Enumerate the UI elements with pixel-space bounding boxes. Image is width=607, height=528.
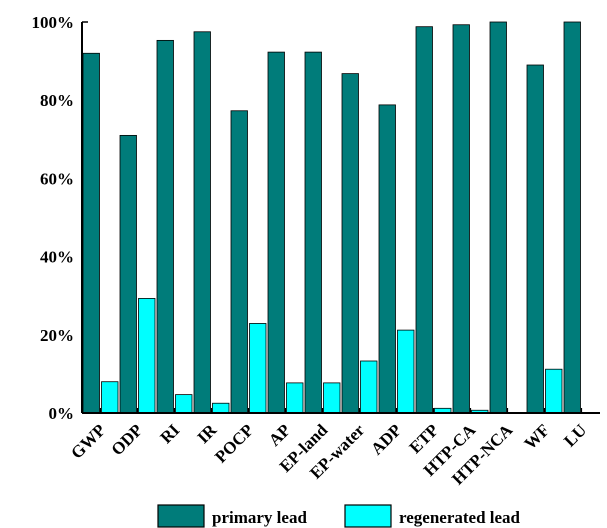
x-tick-label: POCP: [211, 420, 257, 466]
bar-regenerated-lead: [175, 394, 193, 414]
bar-primary-lead: [156, 39, 174, 414]
y-tick-label: 20%: [40, 326, 74, 345]
bar-primary-lead: [267, 51, 285, 414]
legend-label-primary-lead: primary lead: [212, 508, 307, 527]
plot-area: [82, 21, 581, 414]
y-tick-label: 0%: [49, 404, 75, 423]
bar-primary-lead: [82, 52, 100, 414]
bar-primary-lead: [526, 64, 544, 414]
bar-regenerated-lead: [545, 368, 563, 414]
x-tick-label: LU: [560, 420, 590, 450]
bar-primary-lead: [230, 110, 248, 414]
bar-primary-lead: [378, 104, 396, 414]
bar-primary-lead: [341, 73, 359, 414]
legend-swatch-regenerated-lead: [344, 504, 392, 528]
y-tick-label: 80%: [40, 91, 74, 110]
bar-regenerated-lead: [360, 360, 378, 414]
bar-regenerated-lead: [397, 329, 415, 414]
y-axis: 0% 20% 40% 60% 80% 100%: [32, 13, 88, 423]
x-tick-label: ADP: [367, 420, 405, 458]
x-tick-label: AP: [265, 420, 294, 449]
legend-label-regenerated-lead: regenerated lead: [399, 508, 521, 527]
y-tick-label: 100%: [32, 13, 75, 32]
bar-primary-lead: [415, 26, 433, 414]
bar-primary-lead: [304, 51, 322, 414]
bar-primary-lead: [193, 31, 211, 414]
x-tick-label: IR: [194, 420, 221, 447]
x-tick-label: GWP: [67, 420, 109, 462]
bar-regenerated-lead: [323, 382, 341, 414]
bar-regenerated-lead: [101, 381, 119, 414]
bar-primary-lead: [489, 21, 507, 414]
y-tick-label: 40%: [40, 248, 74, 267]
bar-primary-lead: [452, 24, 470, 414]
bar-regenerated-lead: [138, 298, 156, 414]
x-tick-label: RI: [157, 420, 184, 447]
bar-regenerated-lead: [212, 402, 230, 414]
axes-frame: [81, 22, 600, 414]
x-tick-label: WF: [521, 420, 554, 453]
bar-regenerated-lead: [249, 323, 267, 414]
bar-primary-lead: [119, 134, 137, 414]
x-tick-label: ODP: [108, 420, 147, 459]
bar-primary-lead: [563, 21, 581, 414]
legend-swatch-primary-lead: [157, 504, 205, 528]
bar-regenerated-lead: [286, 382, 304, 414]
legend: primary lead regenerated lead: [157, 504, 521, 528]
y-tick-label: 60%: [40, 169, 74, 188]
